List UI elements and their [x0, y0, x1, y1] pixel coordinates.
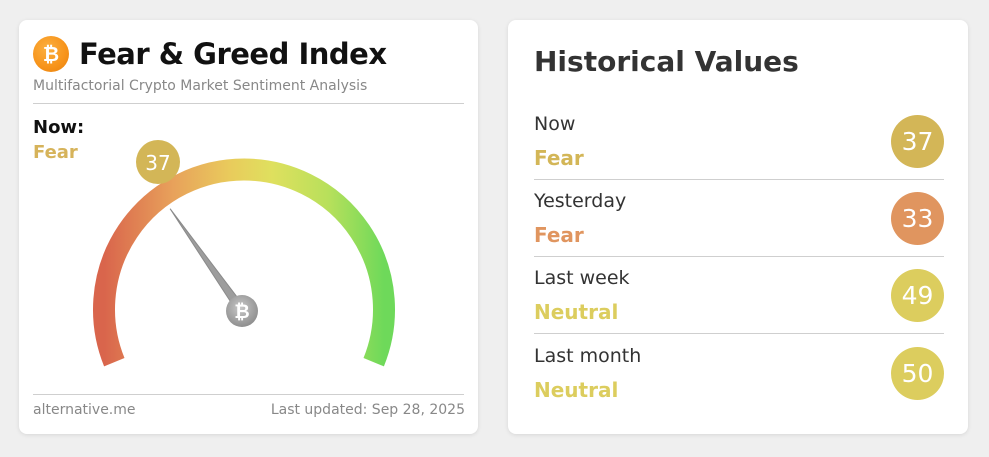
row-divider [534, 256, 944, 257]
gauge-value-bubble: 37 [136, 140, 180, 184]
gauge-value: 37 [145, 151, 170, 175]
gauge-arc [93, 158, 395, 367]
now-label: Now: [33, 117, 85, 138]
history-label: Now [534, 113, 576, 135]
history-label: Yesterday [534, 190, 627, 212]
row-divider [534, 179, 944, 180]
row-divider [534, 333, 944, 334]
footer-divider [33, 394, 464, 395]
now-value: Fear [33, 142, 78, 163]
source-link[interactable]: alternative.me [33, 402, 136, 418]
history-status: Fear [534, 146, 584, 170]
header-divider [33, 103, 464, 104]
history-label: Last month [534, 345, 642, 367]
history-status: Neutral [534, 378, 619, 402]
history-value-badge: 37 [891, 115, 944, 168]
history-value-badge: 49 [891, 269, 944, 322]
card-header: ₿ Fear & Greed Index [33, 36, 387, 72]
history-value-badge: 50 [891, 347, 944, 400]
history-status: Fear [534, 223, 584, 247]
history-row-last-month: Last month Neutral 50 [534, 335, 944, 412]
history-status: Neutral [534, 300, 619, 324]
history-value-badge: 33 [891, 192, 944, 245]
card-title: Fear & Greed Index [79, 37, 387, 71]
fear-greed-card: ₿ Fear & Greed Index Multifactorial Cryp… [19, 20, 478, 434]
card-subtitle: Multifactorial Crypto Market Sentiment A… [33, 78, 368, 94]
last-updated: Last updated: Sep 28, 2025 [270, 402, 465, 418]
sentiment-gauge: ₿ 37 [93, 140, 395, 367]
history-label: Last week [534, 267, 630, 289]
historical-title: Historical Values [534, 45, 799, 78]
gauge-hub [226, 295, 258, 327]
history-row-yesterday: Yesterday Fear 33 [534, 180, 944, 257]
bitcoin-icon: ₿ [234, 301, 249, 323]
bitcoin-logo-icon: ₿ [33, 36, 69, 72]
history-row-now: Now Fear 37 [534, 103, 944, 180]
historical-values-card: Historical Values Now Fear 37 Yesterday … [508, 20, 968, 434]
history-row-last-week: Last week Neutral 49 [534, 257, 944, 334]
